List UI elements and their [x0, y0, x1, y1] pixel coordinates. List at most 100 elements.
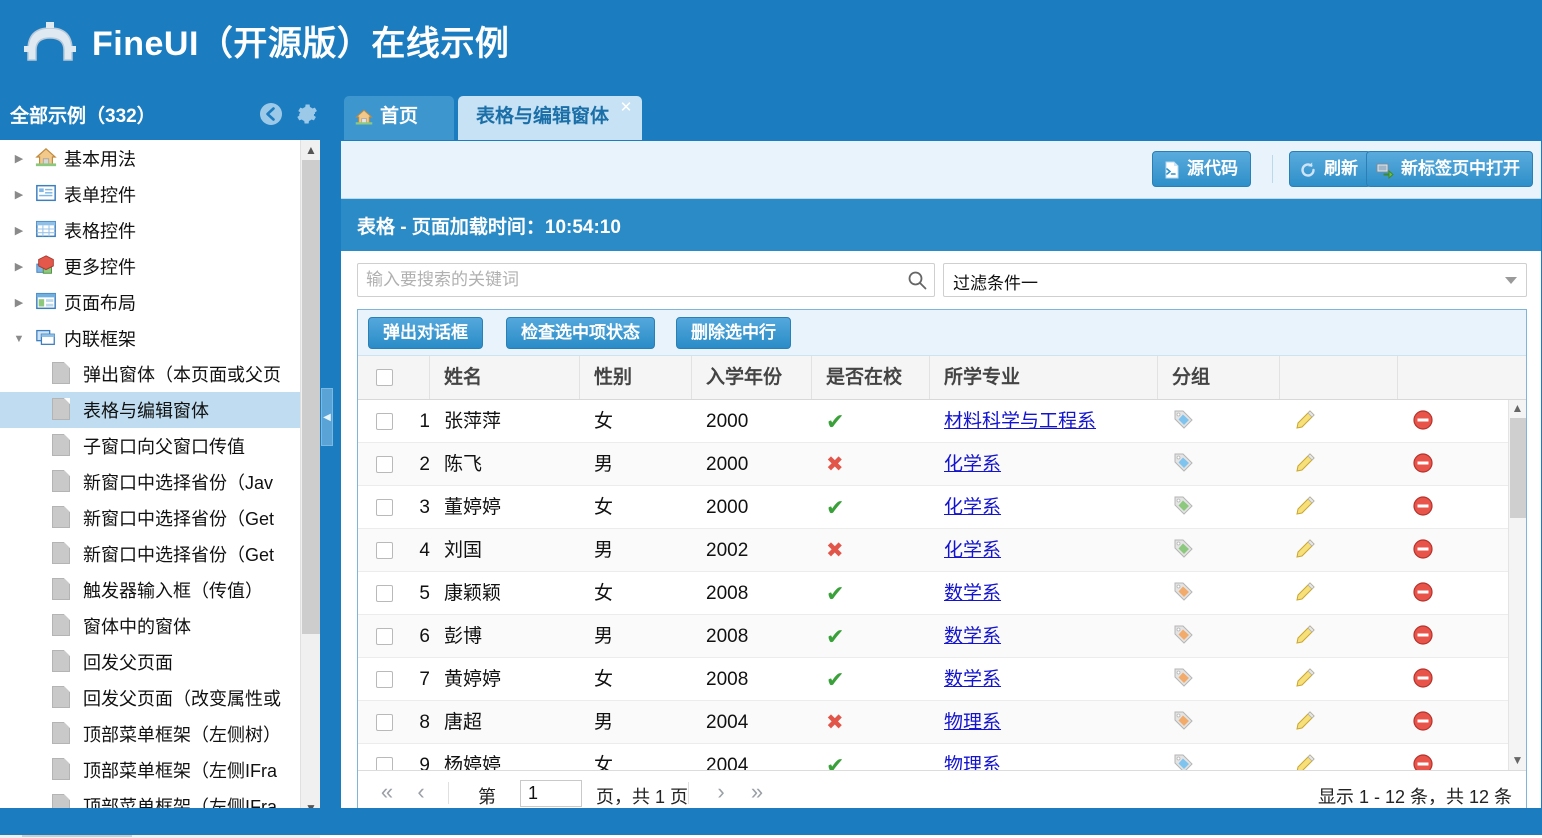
pencil-icon[interactable] [1294, 538, 1316, 560]
major-link[interactable]: 数学系 [944, 583, 1002, 604]
refresh-button[interactable]: 刷新 [1289, 151, 1371, 187]
cell-edit[interactable] [1280, 486, 1398, 529]
tab-grid-edit-window[interactable]: 表格与编辑窗体 ✕ [458, 96, 642, 140]
sidebar-item-trigger-input[interactable]: 触发器输入框（传值） [0, 572, 334, 608]
row-checkbox-cell[interactable] [358, 529, 430, 572]
cell-delete[interactable] [1398, 529, 1526, 572]
minus-circle-icon[interactable] [1412, 409, 1434, 431]
expand-arrow-icon[interactable]: ▶ [14, 189, 24, 202]
pencil-icon[interactable] [1294, 667, 1316, 689]
cell-edit[interactable] [1280, 529, 1398, 572]
page-number-input[interactable] [520, 780, 582, 807]
row-checkbox[interactable] [376, 714, 393, 731]
cell-delete[interactable] [1398, 701, 1526, 744]
sidebar-item-select-province-get-2[interactable]: 新窗口中选择省份（Get [0, 536, 334, 572]
cell-delete[interactable] [1398, 400, 1526, 443]
row-checkbox[interactable] [376, 542, 393, 559]
sidebar-item-top-menu-tree[interactable]: 顶部菜单框架（左侧树） [0, 716, 334, 752]
collapse-arrow-icon[interactable]: ▼ [13, 333, 25, 346]
select-all-checkbox[interactable] [376, 369, 393, 386]
cell-edit[interactable] [1280, 658, 1398, 701]
row-checkbox-cell[interactable] [358, 400, 430, 443]
table-row[interactable]: 6 彭博 男 2008 ✔ 数学系 [358, 615, 1526, 658]
cell-delete[interactable] [1398, 572, 1526, 615]
minus-circle-icon[interactable] [1412, 710, 1434, 732]
sidebar-item-postback-parent-attr[interactable]: 回发父页面（改变属性或 [0, 680, 334, 716]
sidebar-item-iframe[interactable]: ▼ 内联框架 [0, 320, 334, 356]
grid-body[interactable]: 1 张萍萍 女 2000 ✔ 材料科学与工程系 [358, 400, 1526, 770]
row-checkbox-cell[interactable] [358, 744, 430, 770]
cell-edit[interactable] [1280, 744, 1398, 770]
major-link[interactable]: 数学系 [944, 626, 1002, 647]
delete-selected-button[interactable]: 删除选中行 [676, 317, 791, 349]
sidebar-item-basic[interactable]: ▶ 基本用法 [0, 140, 334, 176]
table-row[interactable]: 7 黄婷婷 女 2008 ✔ 数学系 [358, 658, 1526, 701]
cell-delete[interactable] [1398, 658, 1526, 701]
expand-arrow-icon[interactable]: ▶ [14, 225, 24, 238]
major-link[interactable]: 化学系 [944, 497, 1002, 518]
major-link[interactable]: 数学系 [944, 669, 1002, 690]
sidebar-tree[interactable]: ▶ 基本用法 ▶ 表单控件 ▶ [0, 140, 334, 818]
minus-circle-icon[interactable] [1412, 624, 1434, 646]
minus-circle-icon[interactable] [1412, 753, 1434, 770]
grid-vertical-scrollbar[interactable]: ▲ ▼ [1508, 400, 1526, 770]
cell-delete[interactable] [1398, 486, 1526, 529]
major-link[interactable]: 化学系 [944, 540, 1002, 561]
column-header-at-school[interactable]: 是否在校 [812, 356, 930, 399]
expand-arrow-icon[interactable]: ▶ [14, 297, 24, 310]
expand-arrow-icon[interactable]: ▶ [14, 261, 24, 274]
pencil-icon[interactable] [1294, 624, 1316, 646]
row-checkbox[interactable] [376, 456, 393, 473]
pencil-icon[interactable] [1294, 753, 1316, 770]
pencil-icon[interactable] [1294, 710, 1316, 732]
pencil-icon[interactable] [1294, 581, 1316, 603]
sidebar-item-popup-window[interactable]: 弹出窗体（本页面或父页 [0, 356, 334, 392]
sidebar-item-top-menu-iframe-1[interactable]: 顶部菜单框架（左侧IFra [0, 752, 334, 788]
search-icon[interactable] [907, 270, 927, 290]
table-row[interactable]: 8 唐超 男 2004 ✖ 物理系 [358, 701, 1526, 744]
double-chevron-left-icon[interactable]: « [380, 779, 394, 804]
splitter-collapse-handle[interactable]: ◀ [321, 388, 333, 446]
row-checkbox[interactable] [376, 671, 393, 688]
column-header-major[interactable]: 所学专业 [930, 356, 1158, 399]
search-box[interactable] [357, 263, 935, 297]
major-link[interactable]: 化学系 [944, 454, 1002, 475]
sidebar-item-more[interactable]: ▶ 更多控件 [0, 248, 334, 284]
major-link[interactable]: 物理系 [944, 755, 1002, 770]
row-checkbox-cell[interactable] [358, 572, 430, 615]
row-checkbox-cell[interactable] [358, 443, 430, 486]
source-code-button[interactable]: 源代码 [1152, 151, 1251, 187]
chevron-down-icon[interactable]: ▼ [1511, 753, 1524, 767]
open-in-new-tab-button[interactable]: 新标签页中打开 [1366, 151, 1533, 187]
header-select-all[interactable] [358, 356, 430, 399]
sidebar-item-child-to-parent[interactable]: 子窗口向父窗口传值 [0, 428, 334, 464]
column-header-year[interactable]: 入学年份 [692, 356, 812, 399]
major-link[interactable]: 材料科学与工程系 [944, 411, 1097, 432]
sidebar-item-window-in-window[interactable]: 窗体中的窗体 [0, 608, 334, 644]
cell-delete[interactable] [1398, 443, 1526, 486]
sidebar-item-grid[interactable]: ▶ 表格控件 [0, 212, 334, 248]
sidebar-splitter[interactable]: ◀ [320, 88, 334, 835]
sidebar-vertical-scrollbar[interactable]: ▲ ▼ [300, 140, 321, 818]
sidebar-item-grid-edit-window[interactable]: 表格与编辑窗体 [0, 392, 334, 428]
major-link[interactable]: 物理系 [944, 712, 1002, 733]
table-row[interactable]: 4 刘国 男 2002 ✖ 化学系 [358, 529, 1526, 572]
show-dialog-button[interactable]: 弹出对话框 [368, 317, 483, 349]
column-header-name[interactable]: 姓名 [430, 356, 580, 399]
sidebar-item-select-province-js[interactable]: 新窗口中选择省份（Jav [0, 464, 334, 500]
tab-home[interactable]: 首页 [344, 96, 454, 140]
table-row[interactable]: 1 张萍萍 女 2000 ✔ 材料科学与工程系 [358, 400, 1526, 443]
cell-edit[interactable] [1280, 615, 1398, 658]
chevron-left-circle-icon[interactable] [259, 102, 283, 126]
sidebar-item-postback-parent[interactable]: 回发父页面 [0, 644, 334, 680]
row-checkbox-cell[interactable] [358, 701, 430, 744]
chevron-left-icon[interactable]: ‹ [417, 779, 425, 804]
minus-circle-icon[interactable] [1412, 538, 1434, 560]
minus-circle-icon[interactable] [1412, 667, 1434, 689]
pencil-icon[interactable] [1294, 452, 1316, 474]
column-header-gender[interactable]: 性别 [580, 356, 692, 399]
column-header-delete[interactable] [1398, 356, 1526, 399]
pencil-icon[interactable] [1294, 495, 1316, 517]
double-chevron-right-icon[interactable]: » [750, 779, 764, 804]
table-row[interactable]: 9 杨婷婷 女 2004 ✔ 物理系 [358, 744, 1526, 770]
